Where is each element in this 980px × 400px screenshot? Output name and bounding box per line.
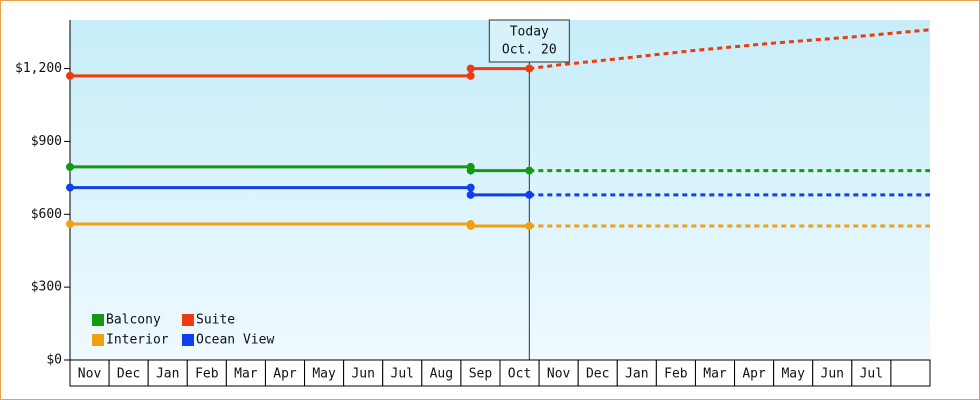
point [466, 183, 475, 192]
point [66, 183, 74, 192]
x-tick-label: May [312, 367, 336, 382]
month-box [186, 359, 227, 387]
point [466, 221, 475, 230]
x-tick-label: Jun [351, 367, 374, 382]
point [466, 71, 475, 80]
today-date: Oct. 20 [502, 43, 557, 58]
y-tick-label: $600 [31, 207, 62, 222]
x-tick-label: Jan [625, 367, 648, 382]
month-box [421, 359, 462, 387]
x-tick-label: Jan [156, 367, 179, 382]
month-box [538, 359, 579, 387]
plot-area [70, 20, 930, 360]
legend-label: Suite [196, 313, 235, 328]
point [525, 221, 534, 230]
x-tick-label: May [781, 367, 805, 382]
point [66, 71, 74, 80]
month-box [499, 359, 540, 387]
month-box [382, 359, 423, 387]
point [525, 190, 534, 199]
point [466, 166, 475, 175]
point [466, 64, 475, 73]
x-tick-label: Aug [430, 367, 453, 382]
x-tick-label: Oct [508, 367, 531, 382]
today-label: Today [510, 25, 549, 40]
month-box [890, 359, 931, 387]
y-tick-label: $300 [31, 280, 62, 295]
month-box [225, 359, 266, 387]
month-box [264, 359, 306, 387]
series-forecast-line [529, 28, 931, 71]
point [466, 190, 475, 199]
x-tick-label: Jun [821, 367, 844, 382]
legend-label: Interior [106, 333, 169, 348]
x-tick-label: Jul [860, 367, 883, 382]
x-tick-label: Feb [664, 367, 688, 382]
point [66, 220, 74, 228]
y-tick-label: $1,200 [15, 61, 62, 76]
y-tick-label: $900 [31, 134, 62, 149]
point [525, 166, 534, 175]
x-tick-label: Nov [78, 367, 102, 382]
legend-swatch [182, 334, 194, 346]
x-tick-label: Apr [273, 367, 297, 382]
x-tick-label: Apr [742, 367, 766, 382]
legend-label: Balcony [106, 313, 161, 328]
today-box [488, 19, 570, 63]
x-tick-label: Jul [391, 367, 414, 382]
legend-swatch [92, 334, 104, 346]
x-tick-label: Dec [586, 367, 609, 382]
x-tick-label: Mar [703, 367, 727, 382]
x-tick-label: Sep [469, 367, 493, 382]
point [525, 64, 534, 73]
x-tick-label: Feb [195, 367, 219, 382]
y-tick-label: $0 [46, 353, 62, 368]
legend-swatch [182, 314, 194, 326]
month-box [304, 359, 345, 387]
legend-swatch [92, 314, 104, 326]
x-tick-label: Mar [234, 367, 258, 382]
legend-label: Ocean View [196, 333, 274, 348]
x-tick-label: Nov [547, 367, 571, 382]
x-tick-label: Dec [117, 367, 140, 382]
point [66, 162, 74, 171]
